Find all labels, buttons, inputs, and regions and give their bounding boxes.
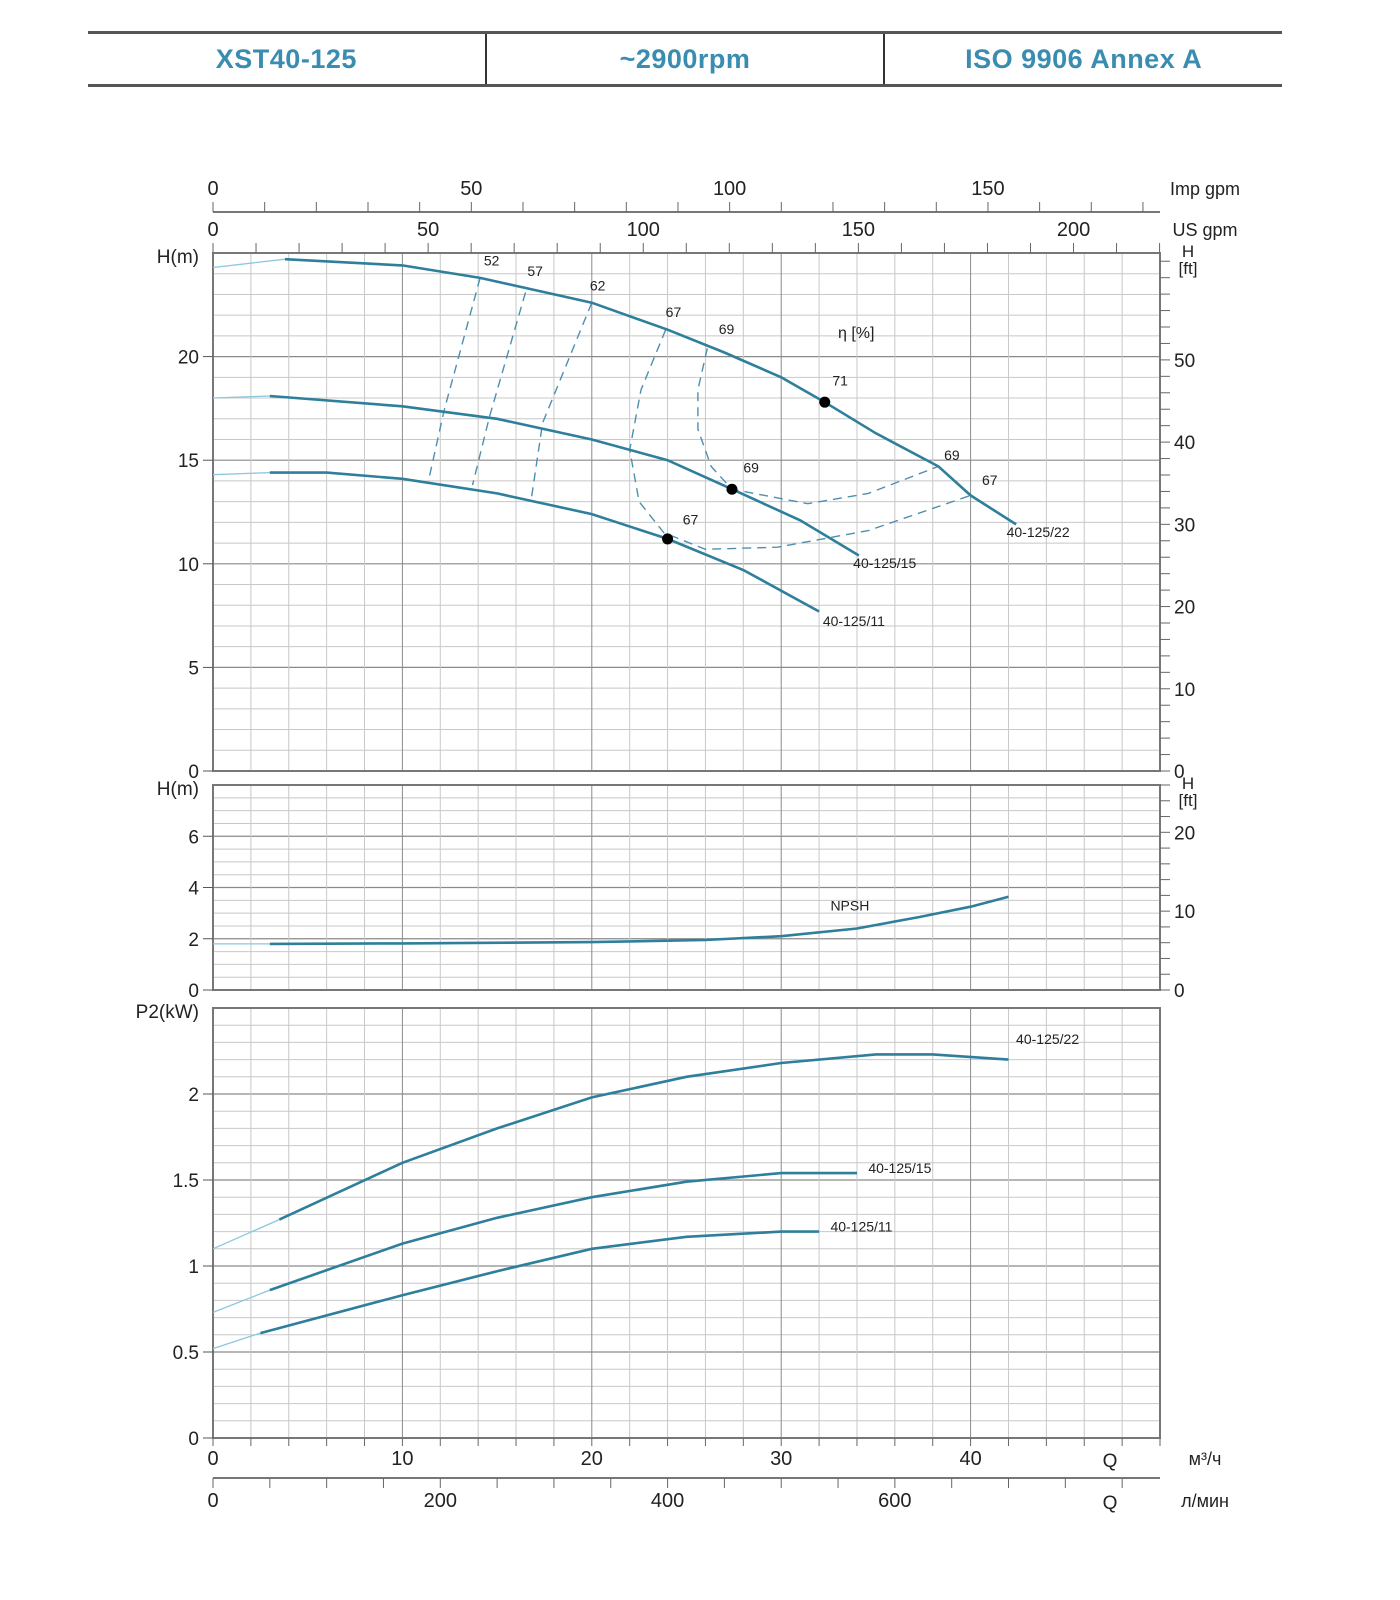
series-label: 40-125/22 [1007,524,1070,540]
series-line-40-125-22 [284,257,1017,526]
m3h-tick-label: 20 [581,1448,603,1470]
efficiency-curve-67 [628,329,971,551]
imp-gpm-tick-label: 150 [971,178,1004,200]
y-tick-label: 0 [188,762,199,783]
series-line-extrapolated-40-125-15 [212,1289,271,1314]
lmin-q-label: Q [1103,1493,1118,1514]
series-line-40-125-22 [278,1053,1009,1221]
y2-tick-label: 0 [1174,981,1185,1002]
imp-gpm-tick-label: 100 [713,178,746,200]
y2-tick-label: 10 [1174,902,1195,923]
y-axis-label: P2(kW) [136,1002,199,1023]
series-line-extrapolated-40-125-22 [212,1219,280,1250]
m3h-tick-label: 0 [207,1448,218,1470]
y2-axis-unit: [ft] [1179,259,1198,278]
lmin-tick-label: 600 [878,1490,911,1512]
efficiency-label: 67 [982,472,998,488]
y-tick-label: 2 [188,1085,199,1106]
best-efficiency-point [819,396,831,408]
header-bar: XST40-125 ~2900rpm ISO 9906 Annex A [88,31,1282,87]
lmin-tick-label: 0 [207,1490,218,1512]
efficiency-label: 52 [484,252,500,268]
speed-title: ~2900rpm [484,34,884,84]
us-gpm-tick-label: 150 [842,219,875,241]
series-line-40-125-15 [269,1171,857,1292]
efficiency-label: 62 [590,277,606,293]
y-tick-label: 4 [188,879,199,900]
y2-tick-label: 30 [1174,515,1195,536]
series-line-40-125-11 [269,471,820,613]
series-line-npsh [269,895,1009,946]
series-line-extrapolated-40-125-15 [212,395,270,399]
lmin-unit-label: л/мин [1181,1491,1229,1511]
efficiency-curve-69 [697,348,939,505]
y2-tick-label: 20 [1174,598,1195,619]
efficiency-axis-label: η [%] [838,325,874,342]
series-line-40-125-11 [260,1230,820,1335]
efficiency-label: 67 [683,511,699,527]
y2-tick-label: 40 [1174,433,1195,454]
series-label: 40-125/15 [853,555,916,571]
series-line-extrapolated-40-125-11 [212,1332,261,1350]
y-tick-label: 0.5 [173,1343,199,1364]
us-gpm-tick-label: 50 [417,219,439,241]
y-tick-label: 0 [188,1429,199,1450]
efficiency-label: 67 [666,304,682,320]
plot-frame [212,1007,1161,1439]
y-tick-label: 20 [178,348,199,369]
series-line-extrapolated-40-125-11 [212,471,270,476]
series-label: 40-125/15 [868,1160,931,1176]
us-gpm-unit-label: US gpm [1172,220,1237,240]
series-line-40-125-15 [269,394,860,557]
efficiency-label: 71 [832,373,848,389]
y2-tick-label: 50 [1174,351,1195,372]
model-title: XST40-125 [215,43,357,74]
m3h-tick-label: 10 [391,1448,413,1470]
us-gpm-tick-label: 100 [627,219,660,241]
lmin-tick-label: 200 [424,1490,457,1512]
y-tick-label: 10 [178,555,199,576]
m3h-tick-label: 40 [959,1448,981,1470]
efficiency-label: 69 [944,447,960,463]
y-tick-label: 1 [188,1257,199,1278]
y-axis-label: H(m) [157,247,199,268]
y-tick-label: 5 [188,658,199,679]
efficiency-curve-57 [471,292,527,486]
m3h-tick-label: 30 [770,1448,792,1470]
series-label: NPSH [830,898,869,914]
y-tick-label: 0 [188,981,199,1002]
series-label: 40-125/11 [830,1219,892,1235]
efficiency-curve-52 [428,277,481,479]
imp-gpm-tick-label: 0 [207,178,218,200]
imp-gpm-tick-label: 50 [460,178,482,200]
us-gpm-tick-label: 200 [1057,219,1090,241]
series-label: 40-125/11 [823,613,885,629]
y-tick-label: 6 [188,827,199,848]
best-efficiency-point [726,483,738,495]
m3h-unit-label: м³/ч [1189,1449,1222,1469]
efficiency-label: 69 [743,460,759,476]
best-efficiency-point [662,533,674,545]
m3h-q-label: Q [1103,1451,1118,1472]
standard-title: ISO 9906 Annex A [883,34,1282,84]
y2-axis-label: H [1182,242,1194,261]
imp-gpm-unit-label: Imp gpm [1170,179,1240,199]
y-axis-label: H(m) [157,779,199,800]
y-tick-label: 15 [178,451,199,472]
y2-axis-label: H [1182,774,1194,793]
y-tick-label: 2 [188,930,199,951]
series-label: 40-125/22 [1016,1031,1079,1047]
lmin-tick-label: 400 [651,1490,684,1512]
y2-axis-unit: [ft] [1179,791,1198,810]
efficiency-label: 57 [527,263,543,279]
efficiency-curve-62 [530,302,593,500]
y2-tick-label: 10 [1174,680,1195,701]
y-tick-label: 1.5 [173,1171,199,1192]
us-gpm-tick-label: 0 [207,219,218,241]
series-line-extrapolated-40-125-22 [212,258,286,269]
y2-tick-label: 0 [1174,762,1185,783]
efficiency-label: 69 [719,321,735,337]
y2-tick-label: 20 [1174,823,1195,844]
